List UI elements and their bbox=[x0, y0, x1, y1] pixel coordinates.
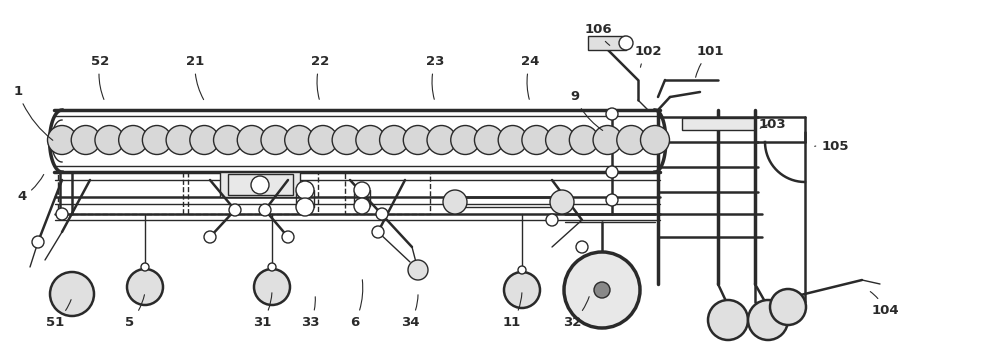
Circle shape bbox=[282, 231, 294, 243]
Circle shape bbox=[251, 176, 269, 194]
Circle shape bbox=[354, 182, 370, 198]
Circle shape bbox=[50, 272, 94, 316]
Circle shape bbox=[354, 198, 370, 214]
Circle shape bbox=[498, 126, 527, 155]
Circle shape bbox=[427, 126, 456, 155]
Circle shape bbox=[141, 263, 149, 271]
Circle shape bbox=[408, 260, 428, 280]
Text: 105: 105 bbox=[815, 140, 849, 153]
Circle shape bbox=[259, 204, 271, 216]
Text: 51: 51 bbox=[46, 300, 71, 328]
Circle shape bbox=[296, 198, 314, 216]
Circle shape bbox=[569, 126, 598, 155]
Circle shape bbox=[770, 289, 806, 325]
Circle shape bbox=[546, 214, 558, 226]
Circle shape bbox=[261, 126, 290, 155]
Circle shape bbox=[48, 126, 76, 155]
Bar bbox=[58, 172, 183, 214]
Bar bbox=[588, 36, 626, 50]
Text: 9: 9 bbox=[570, 90, 603, 131]
Text: 31: 31 bbox=[253, 293, 272, 328]
Text: 21: 21 bbox=[186, 56, 204, 100]
Bar bbox=[682, 118, 754, 130]
Circle shape bbox=[166, 126, 195, 155]
Circle shape bbox=[594, 282, 610, 298]
Circle shape bbox=[708, 300, 748, 340]
Circle shape bbox=[619, 36, 633, 50]
Circle shape bbox=[95, 126, 124, 155]
Circle shape bbox=[308, 126, 337, 155]
Circle shape bbox=[518, 266, 526, 274]
Circle shape bbox=[142, 126, 171, 155]
Circle shape bbox=[606, 166, 618, 178]
Text: 104: 104 bbox=[870, 291, 899, 316]
Text: 33: 33 bbox=[301, 297, 319, 328]
Circle shape bbox=[296, 181, 314, 199]
Bar bbox=[220, 172, 300, 197]
Circle shape bbox=[285, 126, 314, 155]
Circle shape bbox=[606, 194, 618, 206]
Text: 34: 34 bbox=[401, 295, 419, 328]
Circle shape bbox=[229, 204, 241, 216]
Circle shape bbox=[268, 263, 276, 271]
Circle shape bbox=[606, 108, 618, 120]
Text: 22: 22 bbox=[311, 56, 329, 99]
Text: 102: 102 bbox=[634, 45, 662, 67]
Circle shape bbox=[617, 126, 646, 155]
Text: 101: 101 bbox=[696, 45, 724, 77]
Circle shape bbox=[32, 236, 44, 248]
Text: 6: 6 bbox=[350, 280, 363, 328]
Circle shape bbox=[504, 272, 540, 308]
Circle shape bbox=[380, 126, 409, 155]
Text: 24: 24 bbox=[521, 56, 539, 99]
Circle shape bbox=[356, 126, 385, 155]
Circle shape bbox=[204, 231, 216, 243]
Bar bbox=[228, 174, 293, 195]
Circle shape bbox=[254, 269, 290, 305]
Circle shape bbox=[190, 126, 219, 155]
Circle shape bbox=[748, 300, 788, 340]
Circle shape bbox=[403, 126, 432, 155]
Circle shape bbox=[546, 126, 575, 155]
Circle shape bbox=[127, 269, 163, 305]
Circle shape bbox=[564, 252, 640, 328]
Circle shape bbox=[237, 126, 266, 155]
Text: 103: 103 bbox=[758, 118, 786, 131]
Text: 4: 4 bbox=[17, 175, 44, 203]
Text: 106: 106 bbox=[584, 24, 612, 45]
Circle shape bbox=[474, 126, 503, 155]
Circle shape bbox=[522, 126, 551, 155]
Text: 52: 52 bbox=[91, 56, 109, 100]
Circle shape bbox=[640, 126, 670, 155]
Bar bbox=[345, 172, 430, 214]
Text: 5: 5 bbox=[125, 295, 144, 328]
Circle shape bbox=[372, 226, 384, 238]
Circle shape bbox=[332, 126, 361, 155]
Text: 11: 11 bbox=[503, 293, 522, 328]
Circle shape bbox=[443, 190, 467, 214]
Circle shape bbox=[550, 190, 574, 214]
Circle shape bbox=[576, 241, 588, 253]
Text: 32: 32 bbox=[563, 297, 589, 328]
Text: 1: 1 bbox=[13, 86, 53, 140]
Text: 23: 23 bbox=[426, 56, 444, 99]
Circle shape bbox=[376, 208, 388, 220]
Circle shape bbox=[56, 208, 68, 220]
Circle shape bbox=[451, 126, 480, 155]
Circle shape bbox=[119, 126, 148, 155]
Circle shape bbox=[214, 126, 243, 155]
Circle shape bbox=[71, 126, 100, 155]
Bar bbox=[188, 172, 318, 214]
Circle shape bbox=[593, 126, 622, 155]
